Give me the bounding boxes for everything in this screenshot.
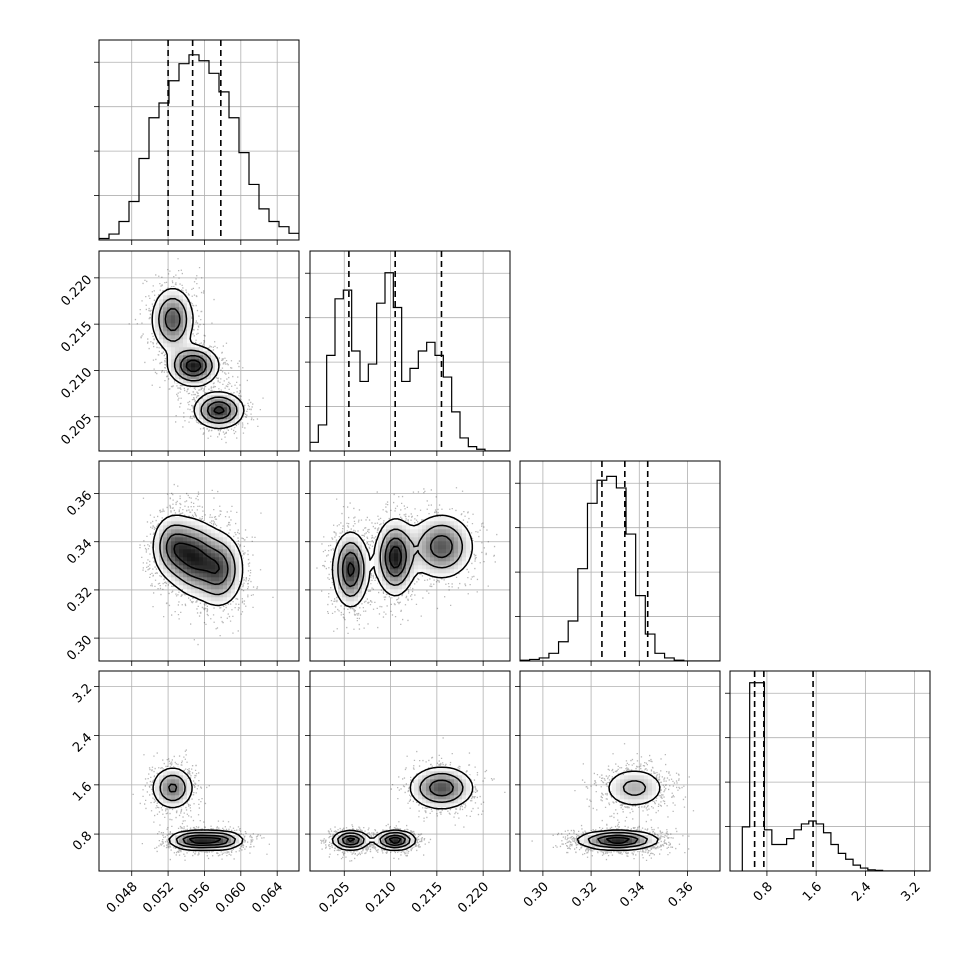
y-tick-label-p1: 0.210: [58, 365, 95, 402]
x-tick-label-p2: 0.32: [569, 879, 600, 910]
x-tick-label-p1: 0.205: [316, 879, 353, 916]
panel-3-0: [94, 671, 299, 876]
y-tick-label-p1: 0.220: [58, 273, 95, 310]
x-tick-label-p1: 0.220: [455, 879, 492, 916]
y-tick-label-p2: 0.30: [64, 633, 95, 664]
panel-3-2: [515, 671, 720, 876]
x-tick-label-p2: 0.36: [665, 879, 696, 910]
histogram-step-3: [742, 683, 927, 871]
x-tick-label-p3: 0.8: [751, 879, 776, 904]
y-tick-label-p2: 0.36: [64, 488, 95, 519]
x-tick-label-p1: 0.210: [363, 879, 400, 916]
x-tick-label-p3: 2.4: [849, 879, 874, 904]
x-tick-label-p0: 0.064: [249, 879, 286, 916]
x-tick-label-p0: 0.056: [177, 879, 214, 916]
x-tick-label-p1: 0.215: [409, 879, 446, 916]
y-tick-label-p2: 0.32: [64, 585, 95, 616]
hist-panel-3: [725, 671, 930, 876]
x-tick-label-p0: 0.052: [140, 879, 177, 916]
hist-panel-1: [305, 251, 510, 456]
x-tick-label-p3: 1.6: [800, 879, 825, 904]
y-tick-label-p3: 0.8: [70, 829, 95, 854]
x-tick-label-p0: 0.060: [213, 879, 250, 916]
y-tick-label-p1: 0.215: [58, 319, 95, 356]
x-tick-label-p3: 3.2: [898, 879, 923, 904]
panel-2-0: [94, 461, 299, 666]
x-tick-label-p2: 0.34: [617, 879, 648, 910]
y-tick-label-p3: 1.6: [70, 780, 95, 805]
y-tick-label-p3: 3.2: [70, 681, 95, 706]
y-tick-label-p3: 2.4: [70, 730, 95, 755]
x-tick-label-p2: 0.30: [521, 879, 552, 910]
y-tick-label-p2: 0.34: [64, 536, 95, 567]
histogram-step-2: [520, 476, 722, 661]
panel-1-0: [94, 251, 299, 456]
panel-3-1: [305, 671, 510, 876]
x-tick-label-p0: 0.048: [104, 879, 141, 916]
hist-panel-0: [94, 40, 319, 245]
panel-2-1: [305, 461, 510, 666]
y-tick-label-p1: 0.205: [58, 411, 95, 448]
hist-panel-2: [515, 461, 722, 666]
